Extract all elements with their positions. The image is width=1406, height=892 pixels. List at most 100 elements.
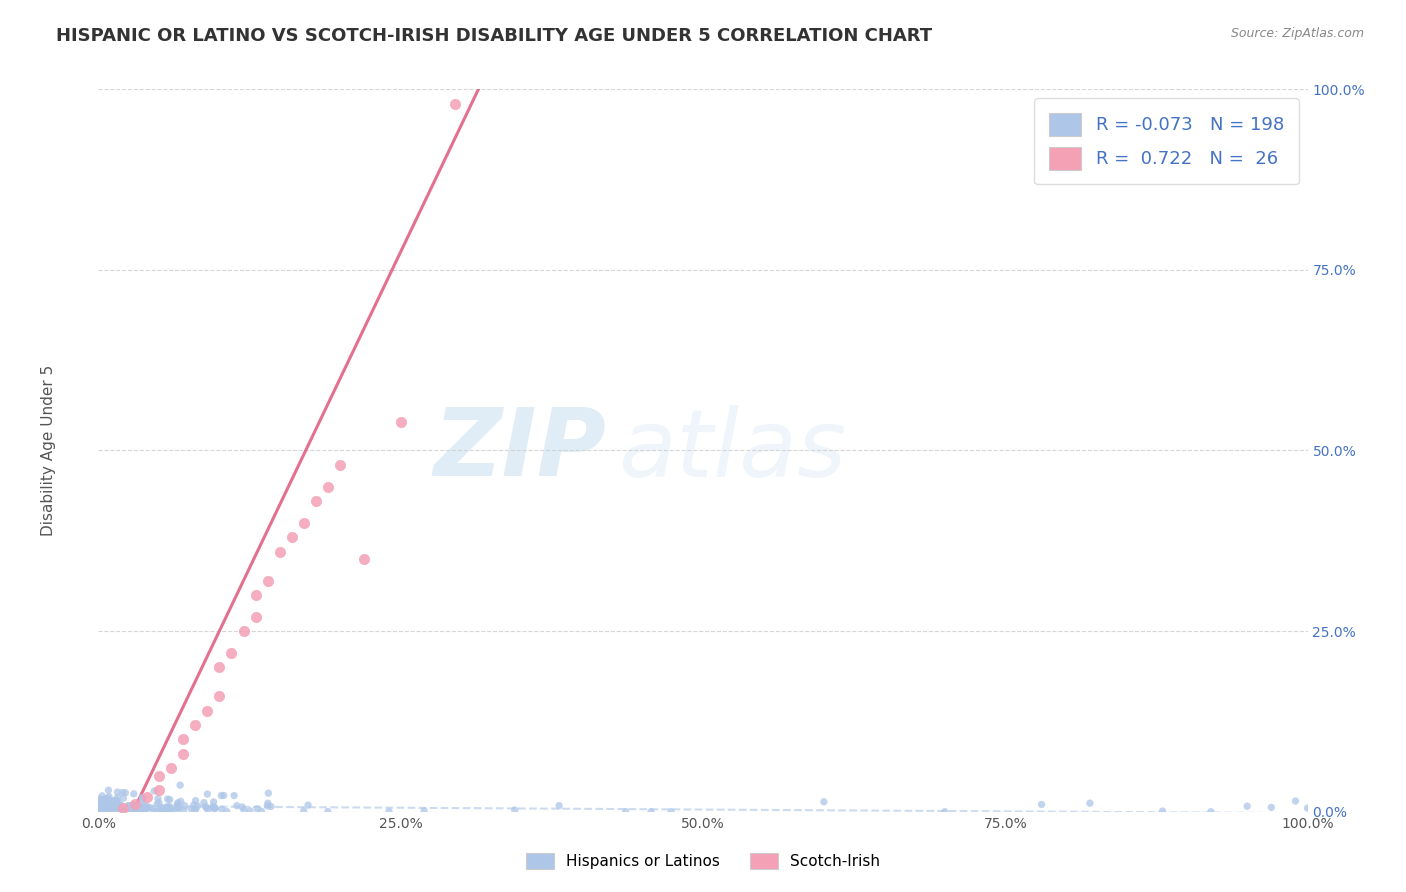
Point bbox=[131, 803, 153, 817]
Point bbox=[107, 795, 129, 809]
Point bbox=[148, 783, 170, 797]
Point bbox=[156, 799, 179, 814]
Point bbox=[90, 795, 112, 809]
Text: Source: ZipAtlas.com: Source: ZipAtlas.com bbox=[1230, 27, 1364, 40]
Point bbox=[101, 801, 124, 815]
Point bbox=[111, 801, 134, 815]
Point bbox=[139, 801, 162, 815]
Point bbox=[257, 796, 280, 810]
Point bbox=[100, 804, 122, 818]
Point bbox=[108, 797, 131, 812]
Point bbox=[98, 797, 121, 812]
Point bbox=[121, 805, 143, 819]
Point bbox=[173, 803, 195, 817]
Point bbox=[1236, 799, 1258, 814]
Point bbox=[1031, 797, 1053, 812]
Point bbox=[150, 804, 173, 818]
Point bbox=[316, 480, 339, 494]
Point bbox=[160, 761, 183, 775]
Point bbox=[167, 800, 190, 814]
Point bbox=[197, 803, 219, 817]
Point bbox=[117, 798, 139, 813]
Point bbox=[156, 792, 179, 806]
Point bbox=[104, 797, 127, 811]
Point bbox=[148, 796, 170, 810]
Point bbox=[159, 800, 181, 814]
Point bbox=[195, 800, 218, 814]
Point bbox=[1296, 801, 1319, 815]
Point bbox=[202, 801, 225, 815]
Point bbox=[183, 802, 205, 816]
Point bbox=[208, 660, 231, 674]
Point bbox=[260, 799, 283, 814]
Point bbox=[155, 800, 177, 814]
Point bbox=[1260, 800, 1282, 814]
Point bbox=[91, 805, 114, 819]
Point bbox=[159, 802, 181, 816]
Point bbox=[101, 802, 124, 816]
Point bbox=[103, 794, 125, 808]
Point bbox=[125, 803, 148, 817]
Point bbox=[194, 799, 217, 814]
Point bbox=[94, 805, 117, 819]
Point bbox=[813, 795, 835, 809]
Point bbox=[172, 747, 194, 761]
Point bbox=[121, 798, 143, 813]
Point bbox=[128, 798, 150, 813]
Point bbox=[132, 798, 155, 813]
Point bbox=[122, 787, 145, 801]
Point bbox=[211, 802, 233, 816]
Point bbox=[1078, 796, 1101, 810]
Point bbox=[143, 784, 166, 798]
Point bbox=[105, 793, 128, 807]
Point bbox=[202, 799, 225, 814]
Point bbox=[127, 802, 149, 816]
Point bbox=[104, 799, 127, 814]
Point bbox=[124, 805, 146, 819]
Point bbox=[120, 804, 142, 818]
Point bbox=[90, 799, 112, 814]
Point bbox=[100, 803, 122, 817]
Point bbox=[170, 794, 193, 808]
Point bbox=[111, 786, 134, 800]
Point bbox=[121, 799, 143, 814]
Point bbox=[246, 802, 269, 816]
Point bbox=[167, 802, 190, 816]
Point bbox=[98, 804, 121, 818]
Point bbox=[184, 718, 207, 732]
Point bbox=[100, 796, 122, 810]
Point bbox=[104, 799, 127, 814]
Point bbox=[100, 805, 122, 819]
Point bbox=[202, 795, 225, 809]
Point bbox=[125, 803, 148, 817]
Point bbox=[101, 803, 124, 817]
Point bbox=[122, 803, 145, 817]
Point bbox=[245, 588, 267, 602]
Point bbox=[135, 790, 157, 805]
Point bbox=[131, 790, 153, 805]
Point bbox=[103, 794, 125, 808]
Point bbox=[93, 797, 115, 812]
Point bbox=[93, 804, 115, 818]
Point bbox=[148, 769, 170, 783]
Point bbox=[659, 805, 682, 819]
Point bbox=[114, 786, 136, 800]
Point bbox=[110, 800, 132, 814]
Point bbox=[124, 797, 146, 812]
Point bbox=[120, 801, 142, 815]
Point bbox=[212, 789, 235, 803]
Point bbox=[98, 804, 121, 818]
Point bbox=[94, 801, 117, 815]
Point bbox=[548, 798, 571, 813]
Point bbox=[93, 800, 115, 814]
Point bbox=[93, 797, 115, 812]
Point bbox=[90, 801, 112, 815]
Point bbox=[97, 783, 120, 797]
Point bbox=[169, 778, 191, 792]
Point bbox=[221, 646, 243, 660]
Point bbox=[105, 805, 128, 819]
Point bbox=[204, 801, 226, 815]
Point bbox=[87, 802, 110, 816]
Point bbox=[378, 805, 401, 819]
Point bbox=[209, 789, 232, 803]
